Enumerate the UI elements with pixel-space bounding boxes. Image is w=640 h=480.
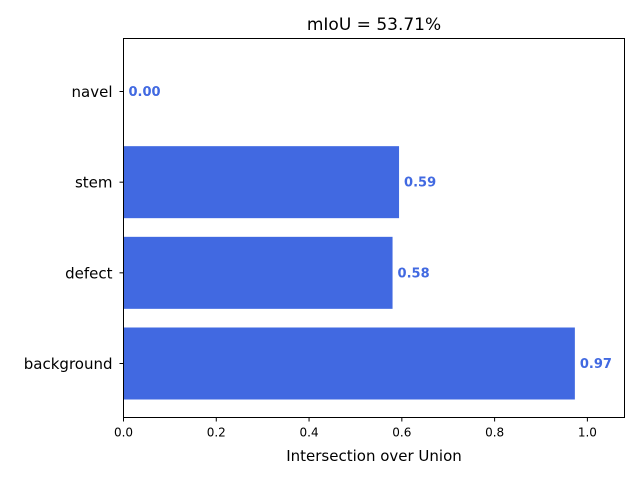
y-tick-label-navel: navel [72, 83, 113, 101]
bar-value-label-background: 0.97 [580, 357, 612, 372]
y-tick-label-defect: defect [65, 264, 113, 282]
bar-stem [123, 146, 400, 219]
x-tick-label-3: 0.6 [392, 426, 411, 440]
x-tick-label-4: 0.8 [485, 426, 504, 440]
bar-value-label-stem: 0.59 [404, 176, 436, 191]
bar-background [123, 327, 575, 400]
x-tick-label-1: 0.2 [207, 426, 226, 440]
x-tick-label-5: 1.0 [578, 426, 597, 440]
chart-title: mIoU = 53.71% [307, 15, 441, 35]
x-tick-label-0: 0.0 [114, 426, 133, 440]
x-axis-label: Intersection over Union [286, 447, 462, 465]
bars-group: 0.00 0.59 0.58 0.97 [123, 85, 612, 400]
y-tick-label-stem: stem [75, 174, 113, 192]
bar-defect [123, 236, 393, 309]
y-tick-label-background: background [24, 355, 113, 373]
bar-value-label-defect: 0.58 [398, 266, 430, 281]
x-tick-label-2: 0.4 [300, 426, 319, 440]
ticks-group: navel stem defect background 0.0 0.2 0.4 0.6 0.8… [24, 83, 597, 440]
plot-frame [123, 38, 625, 418]
bar-value-label-navel: 0.00 [129, 85, 161, 100]
